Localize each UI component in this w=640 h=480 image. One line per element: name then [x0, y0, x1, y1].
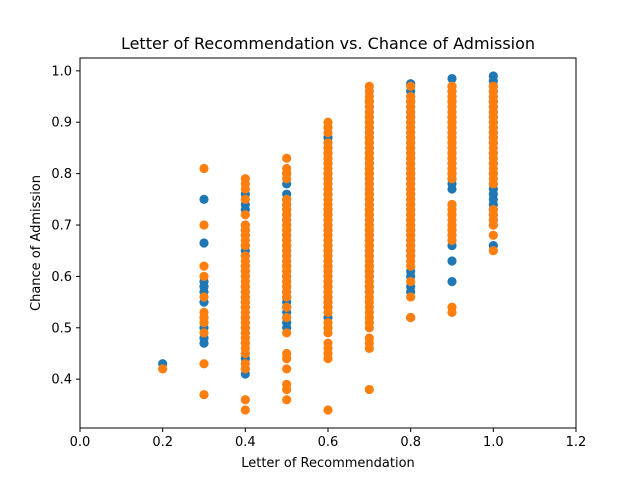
- plot-area: [79, 57, 577, 429]
- series-2-point: [447, 174, 457, 184]
- y-tick-label: 0.6: [51, 270, 72, 285]
- series-2-point: [488, 230, 498, 240]
- series-2-point: [282, 395, 292, 405]
- y-tick-label: 1.0: [51, 64, 72, 79]
- series-1-point: [199, 194, 209, 204]
- series-1-point: [447, 73, 457, 84]
- series-2-point: [240, 194, 250, 204]
- series-2-point: [447, 307, 457, 317]
- y-tick-label: 0.5: [51, 321, 72, 336]
- x-axis-label: Letter of Recommendation: [241, 456, 415, 471]
- series-2-point: [488, 179, 498, 189]
- series-2-point: [323, 307, 333, 317]
- x-tick-label: 0.4: [235, 435, 256, 450]
- series-2-point: [323, 405, 333, 415]
- series-2-point: [406, 276, 416, 287]
- series-2-point: [282, 174, 292, 184]
- x-tick-label: 0.8: [400, 435, 421, 450]
- series-2-point: [364, 343, 374, 353]
- x-tick-label: 0.6: [318, 435, 339, 450]
- x-tick-label: 1.0: [483, 435, 504, 450]
- series-2-point: [364, 323, 374, 333]
- series-2-point: [199, 390, 209, 400]
- series-1-point: [199, 338, 209, 348]
- series-2-point: [240, 210, 250, 220]
- y-tick-label: 0.9: [51, 116, 72, 131]
- series-2-point: [240, 184, 250, 194]
- series-2-point: [406, 261, 416, 271]
- series-2-point: [447, 235, 457, 246]
- y-tick-label: 0.8: [51, 167, 72, 182]
- series-2-point: [282, 364, 292, 374]
- series-2-point: [282, 153, 292, 163]
- series-2-point: [240, 364, 250, 374]
- series-1-point: [447, 256, 457, 266]
- series-2-point: [488, 246, 498, 256]
- x-tick-label: 0.2: [152, 435, 173, 450]
- y-tick-label: 0.4: [51, 373, 72, 388]
- series-2-point: [240, 348, 250, 359]
- series-2-point: [323, 354, 333, 364]
- series-2-point: [488, 220, 498, 230]
- series-2-point: [199, 261, 209, 271]
- series-2-point: [240, 405, 250, 415]
- series-2-point: [323, 328, 333, 338]
- y-axis: 0.4 0.5 0.6 0.7 0.8 0.9 1.0: [51, 64, 80, 388]
- series-1-point: [447, 184, 457, 194]
- series-2-point: [406, 81, 416, 91]
- series-2-point: [158, 364, 168, 374]
- series-1-point: [447, 276, 457, 287]
- series-2-point: [323, 127, 333, 138]
- series-2-point: [199, 271, 209, 281]
- series-2-point: [282, 312, 292, 323]
- series-2-point: [406, 292, 416, 302]
- series-2-point: [199, 318, 209, 328]
- series-2-point: [282, 328, 292, 338]
- series-2-point: [282, 354, 292, 364]
- x-tick-label: 1.2: [566, 435, 587, 450]
- series-2-point: [199, 328, 209, 338]
- series-1-point: [199, 238, 209, 248]
- series-2-point: [282, 384, 292, 395]
- series-2-point: [240, 395, 250, 405]
- points-layer: [158, 71, 498, 415]
- series-2-point: [199, 359, 209, 369]
- x-axis: 0.0 0.2 0.4 0.6 0.8 1.0 1.2: [70, 428, 587, 450]
- y-axis-label: Chance of Admission: [29, 175, 44, 311]
- series-2-point: [282, 292, 292, 302]
- x-tick-label: 0.0: [70, 435, 91, 450]
- y-tick-label: 0.7: [51, 219, 72, 234]
- series-2-point: [282, 302, 292, 312]
- series-2-point: [199, 220, 209, 230]
- series-2-point: [199, 292, 209, 302]
- series-2-point: [406, 312, 416, 323]
- chart-title: Letter of Recommendation vs. Chance of A…: [121, 34, 535, 53]
- series-2-point: [364, 384, 374, 395]
- series-2-point: [240, 240, 250, 251]
- series-2-point: [199, 163, 209, 174]
